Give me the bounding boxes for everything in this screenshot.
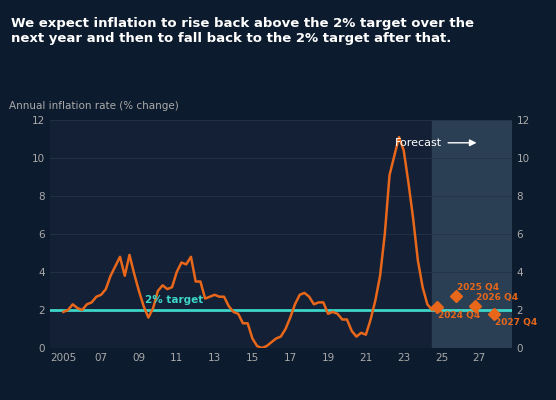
Text: 2024 Q4: 2024 Q4 xyxy=(438,311,480,320)
Text: Annual inflation rate (% change): Annual inflation rate (% change) xyxy=(8,101,178,111)
Text: 2026 Q4: 2026 Q4 xyxy=(476,293,518,302)
Text: Forecast: Forecast xyxy=(394,138,441,148)
Text: 2% target: 2% target xyxy=(145,295,203,305)
Text: We expect inflation to rise back above the 2% target over the
next year and then: We expect inflation to rise back above t… xyxy=(11,17,474,45)
Text: 2025 Q4: 2025 Q4 xyxy=(457,282,499,292)
Text: 2027 Q4: 2027 Q4 xyxy=(495,318,537,327)
Bar xyxy=(432,120,512,348)
